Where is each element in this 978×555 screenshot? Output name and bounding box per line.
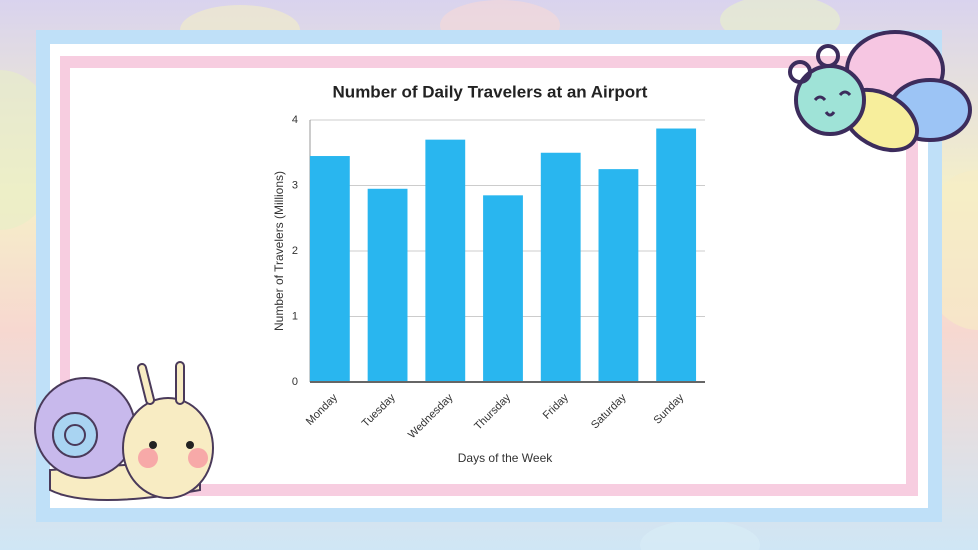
butterfly xyxy=(788,30,972,153)
y-axis-label: Number of Travelers (Millions) xyxy=(272,171,286,331)
x-axis-label: Days of the Week xyxy=(458,451,553,465)
bar xyxy=(656,128,697,382)
chart: Number of Daily Travelers at an Airport … xyxy=(272,82,705,465)
bar xyxy=(309,156,350,382)
y-tick-label: 3 xyxy=(292,179,298,191)
y-tick-label: 1 xyxy=(292,310,298,322)
bar xyxy=(425,139,466,382)
snail xyxy=(34,361,214,501)
bar xyxy=(483,195,523,382)
bar xyxy=(540,152,581,382)
bar xyxy=(367,188,408,382)
y-tick-label: 2 xyxy=(292,245,298,257)
y-tick-label: 4 xyxy=(292,114,298,126)
bar xyxy=(598,169,639,382)
chart-title: Number of Daily Travelers at an Airport xyxy=(333,82,648,101)
y-tick-label: 0 xyxy=(292,376,298,388)
